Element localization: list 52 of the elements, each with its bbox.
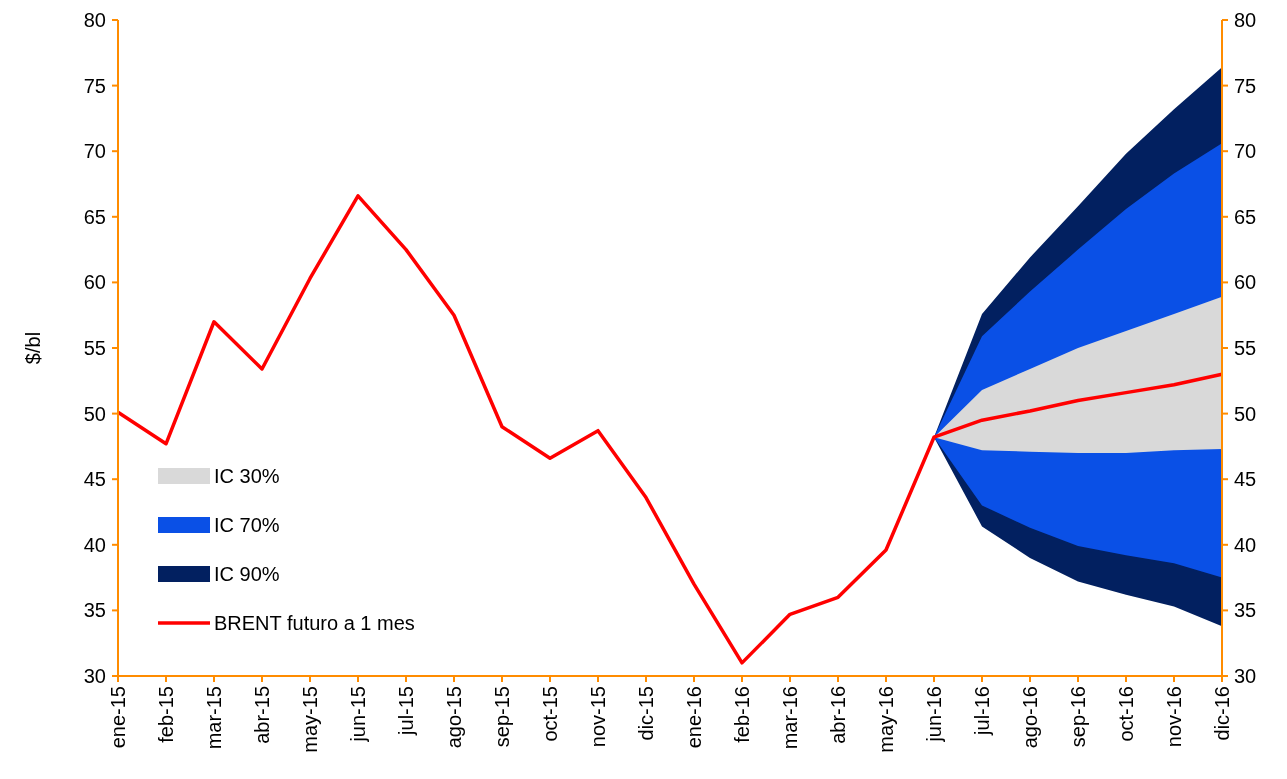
y2-tick-label: 35 [1234, 599, 1257, 622]
x-tick-label: nov-15 [587, 686, 609, 748]
legend-label: IC 90% [214, 563, 280, 585]
y2-tick-label: 60 [1234, 271, 1257, 294]
x-tick-label: oct-15 [539, 686, 561, 742]
x-tick-label: jun-16 [923, 686, 945, 743]
x-tick-label: mar-15 [203, 686, 225, 750]
x-tick-label: feb-15 [155, 686, 177, 743]
x-tick-label: sep-16 [1067, 686, 1089, 748]
x-tick-label: feb-16 [731, 686, 753, 743]
legend-label: IC 30% [214, 465, 280, 487]
x-tick-label: abr-15 [251, 686, 273, 744]
x-tick-label: oct-16 [1115, 686, 1137, 742]
x-tick-label: abr-16 [827, 686, 849, 744]
y-tick-label: 80 [83, 9, 106, 31]
x-tick-label: dic-15 [635, 686, 657, 741]
y-tick-label: 50 [83, 402, 106, 425]
y2-tick-label: 75 [1234, 74, 1257, 97]
line-series [116, 194, 1224, 665]
y2-tick-label: 50 [1234, 402, 1257, 425]
x-tick-label: jun-15 [347, 686, 369, 743]
x-tick-label: nov-16 [1163, 686, 1185, 748]
y2-tick-label: 30 [1234, 665, 1257, 687]
x-tick-label: sep-15 [491, 686, 513, 748]
y-tick-label: 55 [83, 337, 106, 359]
y-tick-label: 65 [83, 205, 106, 228]
x-tick-label: may-15 [299, 686, 321, 753]
x-tick-label: jul-15 [395, 686, 417, 736]
y-tick-label: 40 [83, 533, 106, 556]
y2-tick-label: 45 [1234, 468, 1257, 491]
x-tick-label: ene-15 [107, 686, 129, 749]
y2-tick-label: 80 [1234, 9, 1257, 31]
y2-tick-label: 65 [1234, 205, 1257, 228]
y-tick-label: 60 [83, 271, 106, 294]
x-tick-label: may-16 [875, 686, 897, 753]
y2-tick-label: 55 [1234, 337, 1257, 359]
y-tick-label: 75 [83, 74, 106, 97]
y-axis-title: $/bl [22, 331, 44, 365]
y-tick-label: 30 [83, 665, 106, 687]
x-tick-label: ago-16 [1019, 686, 1041, 749]
y2-tick-label: 70 [1234, 140, 1257, 163]
x-tick-label: ene-16 [683, 686, 705, 749]
x-tick-label: mar-16 [779, 686, 801, 750]
x-tick-label: ago-15 [443, 686, 465, 749]
legend-label: BRENT futuro a 1 mes [214, 612, 415, 634]
legend-label: IC 70% [214, 514, 280, 536]
y2-tick-label: 40 [1234, 533, 1257, 556]
y-tick-label: 70 [83, 140, 106, 163]
y-tick-label: 35 [83, 599, 106, 622]
x-tick-label: jul-16 [971, 686, 993, 736]
y-tick-label: 45 [83, 468, 106, 491]
x-tick-label: dic-16 [1211, 686, 1233, 741]
